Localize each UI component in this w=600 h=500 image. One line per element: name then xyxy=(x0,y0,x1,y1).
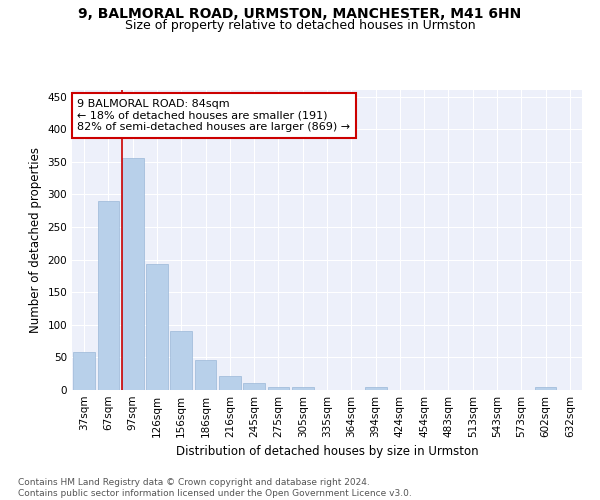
Bar xyxy=(97,201,119,390)
Bar xyxy=(194,360,217,390)
Bar xyxy=(122,158,143,390)
Text: 9, BALMORAL ROAD, URMSTON, MANCHESTER, M41 6HN: 9, BALMORAL ROAD, URMSTON, MANCHESTER, M… xyxy=(79,8,521,22)
Y-axis label: Number of detached properties: Number of detached properties xyxy=(29,147,42,333)
Bar xyxy=(146,264,168,390)
Text: Contains HM Land Registry data © Crown copyright and database right 2024.
Contai: Contains HM Land Registry data © Crown c… xyxy=(18,478,412,498)
Bar xyxy=(365,386,386,390)
X-axis label: Distribution of detached houses by size in Urmston: Distribution of detached houses by size … xyxy=(176,446,478,458)
Bar xyxy=(243,384,265,390)
Bar xyxy=(535,388,556,390)
Bar xyxy=(170,330,192,390)
Bar xyxy=(73,352,95,390)
Text: 9 BALMORAL ROAD: 84sqm
← 18% of detached houses are smaller (191)
82% of semi-de: 9 BALMORAL ROAD: 84sqm ← 18% of detached… xyxy=(77,99,350,132)
Bar xyxy=(219,376,241,390)
Bar xyxy=(268,386,289,390)
Bar xyxy=(292,388,314,390)
Text: Size of property relative to detached houses in Urmston: Size of property relative to detached ho… xyxy=(125,19,475,32)
